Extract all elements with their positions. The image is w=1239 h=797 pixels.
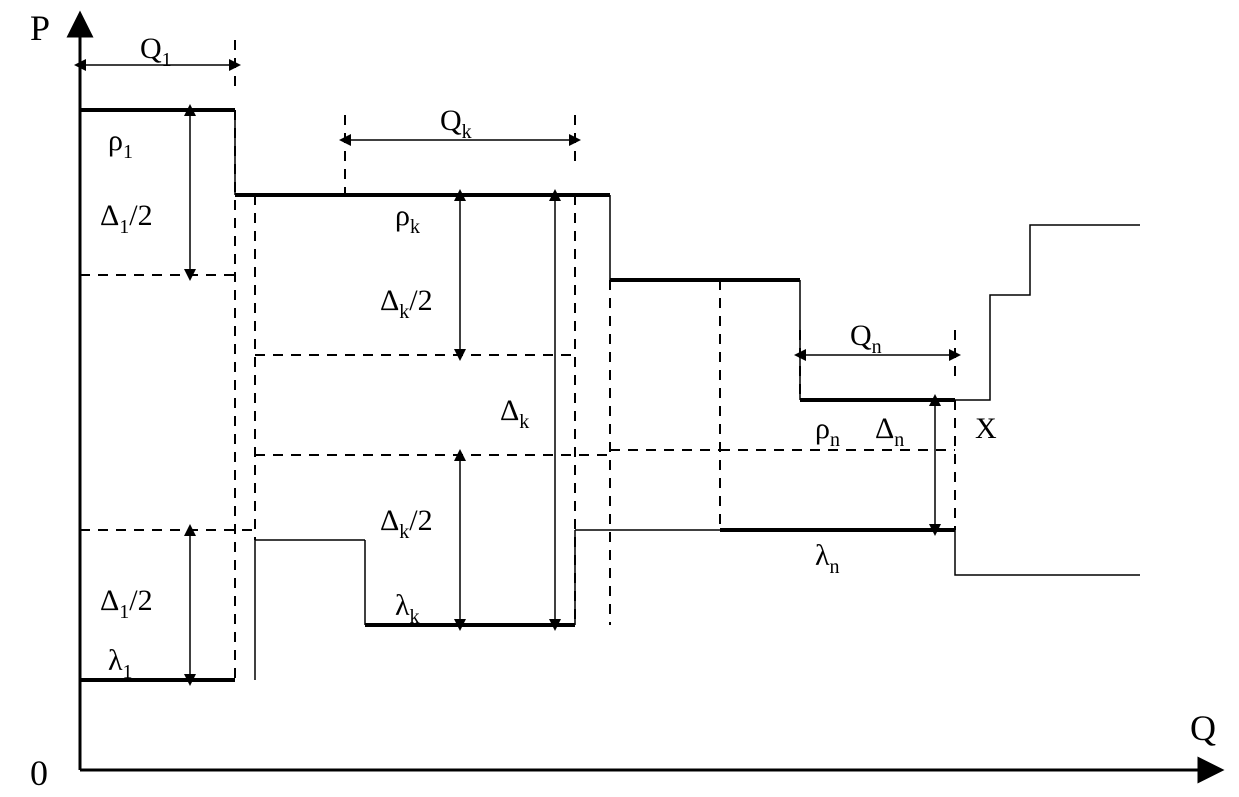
x-axis-label: Q <box>1190 708 1216 748</box>
qn-label: Qn <box>850 319 882 358</box>
qk-label: Qk <box>440 104 472 143</box>
origin-label: 0 <box>30 753 48 793</box>
dkhalf-bot-label: Δk/2 <box>380 504 433 543</box>
supply-upper-step <box>955 225 1140 400</box>
y-axis-label: P <box>30 8 50 48</box>
x-label: X <box>975 412 997 445</box>
dk-label: Δk <box>500 394 529 433</box>
lam1-label: λ1 <box>108 644 133 683</box>
rhon-label: ρn <box>815 412 840 451</box>
diagram-svg: 0QPQ1ρ1λ1Δ1/2Δ1/2QkρkλkΔkΔk/2Δk/2QnρnλnΔ… <box>0 0 1239 797</box>
lamn-label: λn <box>815 539 840 578</box>
d1half-bot-label: Δ1/2 <box>100 584 153 623</box>
dkhalf-top-label: Δk/2 <box>380 284 433 323</box>
d1half-top-label: Δ1/2 <box>100 199 153 238</box>
supply-lower-step <box>955 530 1140 575</box>
rho1-label: ρ1 <box>108 124 133 163</box>
rhok-label: ρk <box>395 199 420 238</box>
lamk-label: λk <box>395 589 420 628</box>
dn-label: Δn <box>875 412 904 451</box>
